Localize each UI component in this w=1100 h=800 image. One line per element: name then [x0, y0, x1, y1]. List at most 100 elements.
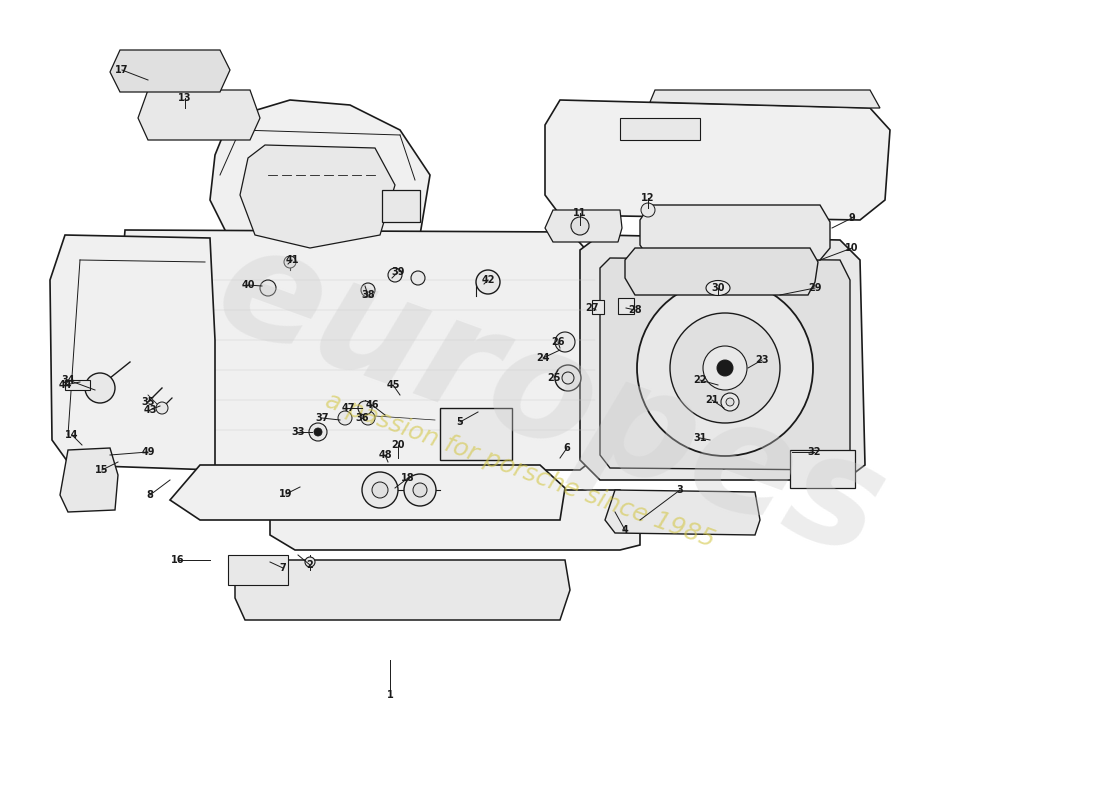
Circle shape — [670, 313, 780, 423]
Text: 3: 3 — [676, 485, 683, 495]
Circle shape — [726, 398, 734, 406]
Bar — [228, 555, 288, 585]
Text: 40: 40 — [241, 280, 255, 290]
Polygon shape — [625, 248, 818, 295]
Circle shape — [314, 428, 322, 436]
Circle shape — [411, 271, 425, 285]
Polygon shape — [270, 490, 640, 550]
Text: 32: 32 — [807, 447, 821, 457]
Text: 25: 25 — [548, 373, 561, 383]
Text: 19: 19 — [279, 489, 293, 499]
Bar — [618, 298, 634, 314]
Polygon shape — [210, 100, 430, 280]
Text: 28: 28 — [628, 305, 641, 315]
Text: a passion for porsche since 1985: a passion for porsche since 1985 — [322, 388, 718, 552]
Text: 23: 23 — [756, 355, 769, 365]
Circle shape — [388, 268, 401, 282]
Circle shape — [361, 283, 375, 297]
Circle shape — [305, 557, 315, 567]
Text: 41: 41 — [285, 255, 299, 265]
Polygon shape — [50, 235, 215, 470]
Text: 44: 44 — [58, 380, 72, 390]
Text: 9: 9 — [848, 213, 856, 223]
Text: 20: 20 — [392, 440, 405, 450]
Polygon shape — [580, 235, 865, 480]
Text: 24: 24 — [537, 353, 550, 363]
Bar — [592, 300, 604, 314]
Circle shape — [571, 217, 588, 235]
Circle shape — [556, 332, 575, 352]
Polygon shape — [110, 50, 230, 92]
Circle shape — [476, 270, 501, 294]
Polygon shape — [120, 230, 605, 470]
Circle shape — [720, 393, 739, 411]
Text: 38: 38 — [361, 290, 375, 300]
Ellipse shape — [706, 281, 730, 295]
Polygon shape — [620, 118, 700, 140]
Text: 22: 22 — [693, 375, 706, 385]
Text: 29: 29 — [808, 283, 822, 293]
Circle shape — [156, 402, 168, 414]
Text: 49: 49 — [141, 447, 155, 457]
Circle shape — [637, 280, 813, 456]
Polygon shape — [60, 448, 118, 512]
Text: 2: 2 — [307, 560, 314, 570]
Polygon shape — [640, 205, 830, 260]
Text: 7: 7 — [279, 563, 286, 573]
Polygon shape — [235, 560, 570, 620]
Text: 45: 45 — [386, 380, 399, 390]
Circle shape — [338, 411, 352, 425]
Text: 30: 30 — [712, 283, 725, 293]
Text: 26: 26 — [551, 337, 564, 347]
Circle shape — [641, 203, 654, 217]
Circle shape — [703, 346, 747, 390]
Text: 34: 34 — [62, 375, 75, 385]
Bar — [440, 408, 512, 460]
Polygon shape — [240, 145, 395, 248]
Circle shape — [372, 482, 388, 498]
Circle shape — [85, 373, 116, 403]
Text: 14: 14 — [65, 430, 79, 440]
Text: 36: 36 — [355, 413, 368, 423]
Text: 11: 11 — [573, 208, 586, 218]
Text: 13: 13 — [178, 93, 191, 103]
Text: 48: 48 — [378, 450, 392, 460]
Text: 18: 18 — [402, 473, 415, 483]
Text: 43: 43 — [143, 405, 156, 415]
Text: 6: 6 — [563, 443, 571, 453]
Polygon shape — [138, 90, 260, 140]
Text: 17: 17 — [116, 65, 129, 75]
Polygon shape — [600, 258, 850, 470]
Circle shape — [562, 372, 574, 384]
Text: 39: 39 — [392, 267, 405, 277]
Text: 42: 42 — [482, 275, 495, 285]
Text: europes: europes — [197, 211, 903, 589]
Text: 10: 10 — [845, 243, 859, 253]
Circle shape — [717, 360, 733, 376]
Text: 47: 47 — [341, 403, 354, 413]
Circle shape — [309, 423, 327, 441]
Text: 35: 35 — [141, 397, 155, 407]
Text: 21: 21 — [705, 395, 718, 405]
Circle shape — [358, 401, 372, 415]
Polygon shape — [650, 90, 880, 108]
Text: 8: 8 — [146, 490, 153, 500]
Text: 12: 12 — [641, 193, 654, 203]
Polygon shape — [605, 490, 760, 535]
Text: 5: 5 — [456, 417, 463, 427]
Circle shape — [284, 256, 296, 268]
Bar — [65, 380, 90, 390]
Text: 1: 1 — [386, 690, 394, 700]
Text: 31: 31 — [693, 433, 706, 443]
Circle shape — [260, 280, 276, 296]
Text: 27: 27 — [585, 303, 598, 313]
Text: 33: 33 — [292, 427, 305, 437]
Text: 46: 46 — [365, 400, 378, 410]
Polygon shape — [170, 465, 565, 520]
Circle shape — [361, 411, 375, 425]
Circle shape — [412, 483, 427, 497]
Polygon shape — [544, 100, 890, 220]
Circle shape — [404, 474, 436, 506]
Polygon shape — [544, 210, 622, 242]
Text: 4: 4 — [621, 525, 628, 535]
